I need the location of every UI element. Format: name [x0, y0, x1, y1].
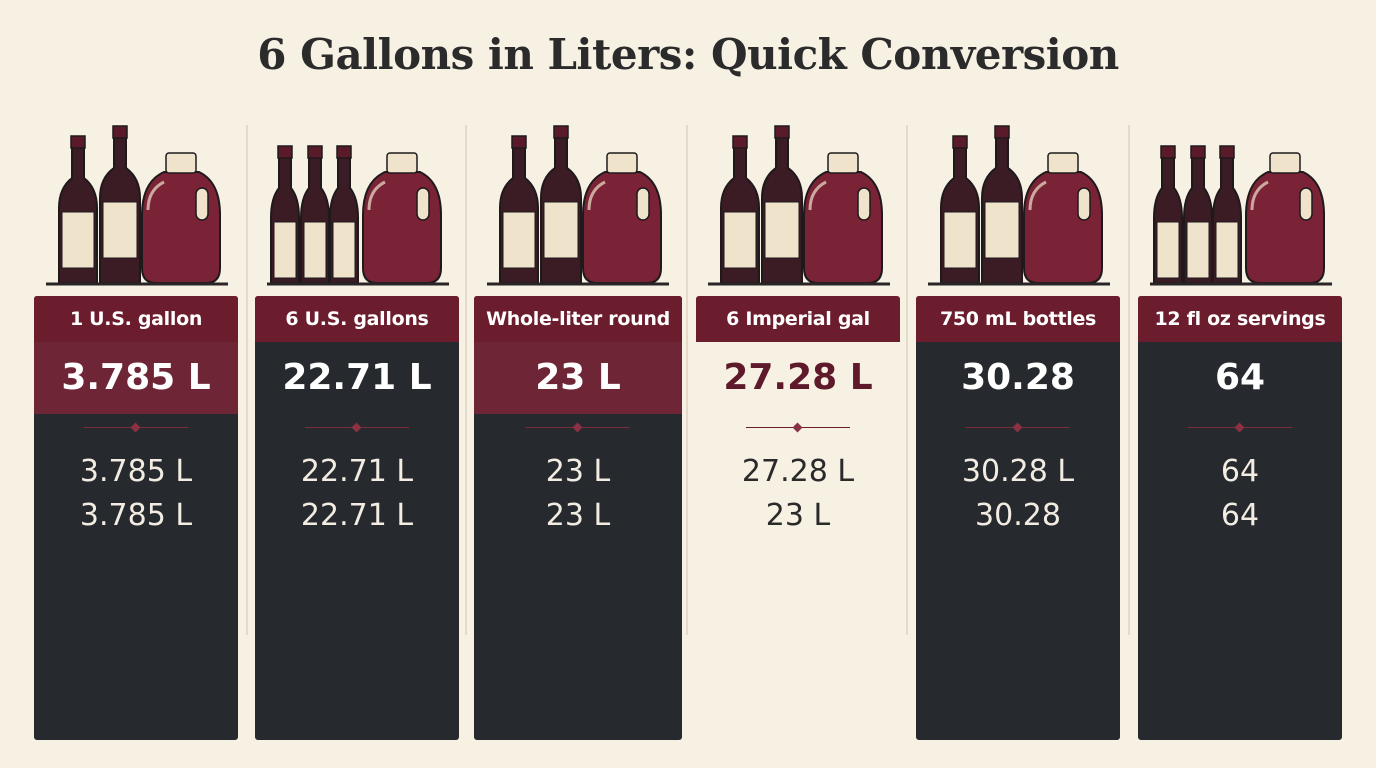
bottle-label: [764, 201, 800, 259]
bottle-cap: [732, 135, 748, 149]
bottle-cap: [336, 145, 352, 159]
bottle-cap: [553, 125, 569, 139]
card: 1 U.S. gallon 3.785 L 3.785 L 3.785 L: [34, 296, 238, 740]
card-line: 23 L: [765, 498, 831, 533]
card-label: 12 fl oz servings: [1138, 296, 1342, 342]
bottle-cap: [952, 135, 968, 149]
bottle-label: [943, 211, 977, 269]
card: 750 mL bottles 30.28 30.28 L 30.28: [916, 296, 1120, 740]
card: 6 Imperial gal 27.28 L 27.28 L 23 L: [696, 296, 900, 740]
card-line: 27.28 L: [741, 454, 855, 489]
card-label: 6 U.S. gallons: [255, 296, 459, 342]
jug-shine: [587, 180, 606, 211]
jug-shine: [808, 180, 827, 211]
jug-cap: [1047, 152, 1079, 174]
bottle-label: [273, 221, 297, 279]
jug-cap: [1269, 152, 1301, 174]
card-value: 27.28 L: [723, 357, 873, 398]
ornament: [1138, 414, 1342, 442]
jug-handle: [1077, 187, 1091, 221]
jug-handle: [1299, 187, 1313, 221]
bottle-cap: [511, 135, 527, 149]
card-line: 22.71 L: [300, 454, 414, 489]
bottle-cap: [1190, 145, 1206, 159]
jug-cap: [827, 152, 859, 174]
bottle-label: [303, 221, 327, 279]
jug-handle: [195, 187, 209, 221]
card-label: Whole-liter round: [474, 296, 682, 342]
bottle-label: [984, 201, 1020, 259]
card-line: 30.28: [975, 498, 1061, 533]
jug-shine: [1028, 180, 1047, 211]
jug-cap: [606, 152, 638, 174]
card-line: 64: [1220, 454, 1260, 489]
card-value: 3.785 L: [34, 342, 238, 414]
bottle-cap: [307, 145, 323, 159]
card-value: 64: [1138, 342, 1342, 414]
card: Whole-liter round 23 L 23 L 23 L: [474, 296, 682, 740]
card: 12 fl oz servings 64 64 64: [1138, 296, 1342, 740]
ornament: [34, 414, 238, 442]
title: 6 Gallons in Liters: Quick Conversion: [257, 30, 1119, 79]
ornament: [255, 414, 459, 442]
bottle-cap: [112, 125, 128, 139]
bottle-cap: [774, 125, 790, 139]
ornament: [696, 414, 900, 442]
bottle-cap: [70, 135, 86, 149]
card-value: 23 L: [474, 342, 682, 414]
card-line: 23 L: [545, 454, 611, 489]
card-line: 23 L: [545, 498, 611, 533]
card-label: 1 U.S. gallon: [34, 296, 238, 342]
bottle-label: [1215, 221, 1239, 279]
card-line: 22.71 L: [300, 498, 414, 533]
bottle-cap: [1160, 145, 1176, 159]
bottle-cap: [277, 145, 293, 159]
jug-handle: [636, 187, 650, 221]
bottle-label: [502, 211, 536, 269]
card-label: 750 mL bottles: [916, 296, 1120, 342]
card-line: 64: [1220, 498, 1260, 533]
card-value: 30.28: [916, 342, 1120, 414]
bottle-label: [102, 201, 138, 259]
ornament: [916, 414, 1120, 442]
bottle-label: [332, 221, 356, 279]
card-line: 3.785 L: [79, 498, 193, 533]
jug-shine: [1250, 180, 1269, 211]
card-label: 6 Imperial gal: [696, 296, 900, 342]
ornament: [474, 414, 682, 442]
jug-shine: [367, 180, 386, 211]
jug-handle: [416, 187, 430, 221]
card: 6 U.S. gallons 22.71 L 22.71 L 22.71 L: [255, 296, 459, 740]
jug-handle: [857, 187, 871, 221]
jug-cap: [165, 152, 197, 174]
card-line: 3.785 L: [79, 454, 193, 489]
bottle-label: [1186, 221, 1210, 279]
bottle-cap: [1219, 145, 1235, 159]
jug-cap: [386, 152, 418, 174]
bottle-label: [1156, 221, 1180, 279]
bottle-label: [543, 201, 579, 259]
card-line: 30.28 L: [961, 454, 1075, 489]
bottle-label: [723, 211, 757, 269]
jug-shine: [146, 180, 165, 211]
bottle-label: [61, 211, 95, 269]
bottle-cap: [994, 125, 1010, 139]
card-value: 22.71 L: [255, 342, 459, 414]
